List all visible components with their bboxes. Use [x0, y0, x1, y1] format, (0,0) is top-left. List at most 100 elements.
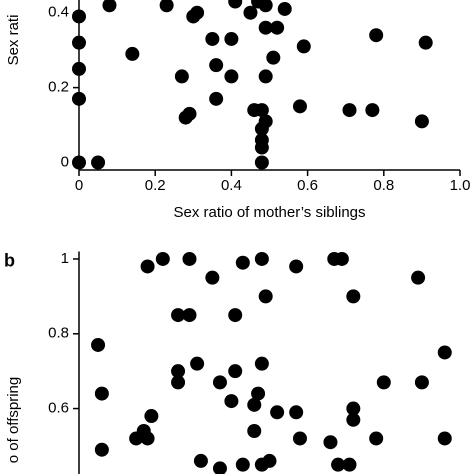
point	[247, 397, 262, 412]
point	[72, 91, 86, 106]
point	[414, 114, 429, 129]
point	[171, 308, 186, 323]
point	[224, 31, 239, 46]
point	[369, 431, 384, 446]
point	[247, 423, 262, 438]
point	[72, 61, 86, 76]
point	[411, 270, 426, 285]
point	[193, 453, 208, 468]
y-axis-label: Sex rati	[5, 15, 22, 66]
point	[258, 289, 273, 304]
point	[254, 103, 269, 118]
point	[254, 155, 269, 170]
point	[254, 356, 269, 371]
point	[342, 103, 357, 118]
point	[174, 69, 189, 84]
point	[129, 431, 144, 446]
point	[212, 461, 227, 474]
point	[258, 0, 273, 13]
point	[369, 28, 384, 43]
point	[182, 308, 197, 323]
point	[102, 0, 117, 13]
point	[292, 99, 307, 114]
point	[94, 442, 109, 457]
point	[262, 453, 277, 468]
point	[277, 1, 292, 16]
point	[159, 0, 174, 13]
panel-label: b	[4, 250, 15, 270]
point	[228, 364, 243, 379]
point	[258, 20, 273, 35]
point	[251, 386, 266, 401]
point	[224, 69, 239, 84]
point	[437, 345, 452, 360]
point	[235, 457, 250, 472]
point	[414, 375, 429, 390]
point	[190, 356, 205, 371]
point	[346, 401, 361, 416]
y-tick-label: 0.4	[48, 4, 69, 21]
point	[72, 35, 86, 50]
point	[205, 31, 220, 46]
point	[224, 394, 239, 409]
point	[125, 46, 140, 61]
point	[346, 412, 361, 427]
point	[209, 91, 224, 106]
y-tick-label: 0.8	[48, 325, 69, 342]
point	[171, 364, 186, 379]
y-axis-label: o of offspring	[5, 377, 22, 463]
point	[270, 20, 285, 35]
x-axis-label: Sex ratio of mother’s siblings	[173, 204, 365, 221]
x-tick-label: 0.2	[145, 177, 166, 194]
point	[94, 386, 109, 401]
point	[72, 155, 86, 170]
y-tick-label: 0	[61, 153, 69, 170]
x-tick-label: 0.6	[297, 177, 318, 194]
point	[190, 5, 205, 20]
point	[258, 69, 273, 84]
y-tick-label: 1	[61, 250, 69, 267]
point	[91, 155, 106, 170]
point	[292, 431, 307, 446]
point	[296, 39, 311, 54]
x-tick-label: 1.0	[450, 177, 471, 194]
point	[254, 251, 269, 266]
point	[171, 375, 186, 390]
point	[212, 375, 227, 390]
x-tick-label: 0	[75, 177, 83, 194]
point	[270, 405, 285, 420]
point	[182, 251, 197, 266]
point	[266, 50, 281, 65]
y-tick-label: 0.6	[48, 400, 69, 417]
point	[331, 457, 346, 472]
point	[254, 121, 269, 136]
point	[334, 251, 349, 266]
point	[235, 255, 250, 270]
point	[376, 375, 391, 390]
x-tick-label: 0.4	[221, 177, 242, 194]
point	[182, 106, 197, 121]
point	[144, 409, 159, 424]
x-tick-label: 0.8	[373, 177, 394, 194]
point	[228, 0, 243, 9]
point	[72, 9, 86, 24]
point	[342, 457, 357, 472]
point	[323, 435, 338, 450]
point	[205, 270, 220, 285]
point	[91, 337, 106, 352]
point	[365, 103, 380, 118]
point	[155, 251, 170, 266]
point	[346, 289, 361, 304]
point	[140, 259, 155, 274]
point	[289, 259, 304, 274]
point	[437, 431, 452, 446]
point	[228, 308, 243, 323]
point	[209, 58, 224, 73]
point	[289, 405, 304, 420]
point	[243, 5, 258, 20]
y-tick-label: 0.2	[48, 79, 69, 96]
point	[254, 140, 269, 155]
point	[418, 35, 433, 50]
point	[140, 431, 155, 446]
